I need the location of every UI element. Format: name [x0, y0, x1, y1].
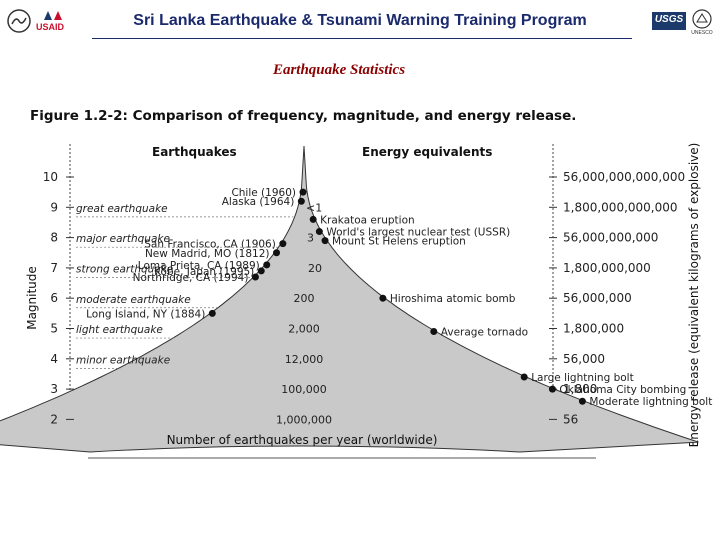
magnitude-tick-label: 6: [50, 291, 58, 305]
earthquake-marker: [299, 188, 307, 196]
earthquake-event-label: Kobe, Japan (1995): [154, 266, 254, 278]
earthquake-marker: [263, 261, 271, 269]
energy-event-label: Moderate lightning bolt: [589, 396, 712, 408]
magnitude-category-label: strong earthquake: [76, 263, 173, 275]
annual-count-label: 100,000: [281, 383, 327, 396]
magnitude-tick-label: 9: [50, 200, 58, 214]
energy-event-marker: [430, 328, 438, 336]
annual-count-label: 3: [307, 232, 314, 245]
earthquake-event-label: San Francisco, CA (1906): [144, 239, 276, 251]
page-title: Sri Lanka Earthquake & Tsunami Warning T…: [133, 12, 587, 29]
earthquake-marker: [208, 309, 216, 317]
energy-event-marker: [309, 215, 317, 223]
tsunami-program-logo: [6, 6, 32, 41]
earthquake-marker: [257, 267, 265, 275]
energy-event-label: Krakatoa eruption: [320, 214, 415, 226]
energy-heading: Energy equivalents: [362, 145, 492, 159]
earthquakes-heading: Earthquakes: [152, 145, 237, 159]
usgs-logo: [652, 12, 686, 30]
figure-title: Figure 1.2-2: Comparison of frequency, m…: [30, 108, 576, 124]
earthquake-event-label: Northridge, CA (1994): [133, 272, 249, 284]
bottom-axis-label: Number of earthquakes per year (worldwid…: [167, 433, 438, 447]
unesco-logo-text: UNESCO: [691, 30, 713, 36]
energy-tick-label: 56,000,000: [563, 291, 632, 305]
magnitude-tick-label: 7: [50, 261, 58, 275]
annual-count-label: 2,000: [288, 323, 320, 336]
annual-count-label: <1: [306, 201, 322, 214]
annual-count-label: 12,000: [285, 353, 324, 366]
header-divider: [92, 38, 632, 39]
energy-tick-label: 56,000: [563, 352, 605, 366]
earthquake-marker: [297, 197, 305, 205]
usaid-logo-text: USAID: [36, 22, 65, 32]
earthquake-marker: [273, 249, 281, 257]
energy-event-marker: [548, 385, 556, 393]
earthquake-event-label: Loma Prieta, CA (1989): [138, 260, 260, 272]
earthquake-event-label: Chile (1960): [231, 187, 296, 199]
energy-event-marker: [379, 294, 387, 302]
magnitude-category-label: moderate earthquake: [76, 294, 191, 306]
earthquake-marker: [251, 273, 259, 281]
section-subtitle: Earthquake Statistics: [272, 62, 406, 78]
annual-count-label: 1,000,000: [276, 413, 332, 426]
energy-event-marker: [315, 228, 323, 236]
magnitude-tick-label: 8: [50, 231, 58, 245]
energy-tick-label: 1,800,000,000: [563, 261, 651, 275]
energy-event-label: Average tornado: [441, 327, 528, 339]
energy-event-label: World's largest nuclear test (USSR): [326, 227, 510, 239]
earthquake-event-label: New Madrid, MO (1812): [145, 248, 270, 260]
energy-event-marker: [321, 237, 329, 245]
magnitude-axis-label: Magnitude: [25, 266, 39, 330]
earthquake-marker: [279, 240, 287, 248]
energy-tick-label: 1,800,000,000,000: [563, 200, 678, 214]
energy-tick-label: 1,800: [563, 382, 597, 396]
energy-tick-label: 56: [563, 412, 578, 426]
energy-tick-label: 56,000,000,000,000: [563, 170, 685, 184]
magnitude-tick-label: 3: [50, 382, 58, 396]
energy-event-label: Large lightning bolt: [531, 372, 634, 384]
annual-count-label: 200: [294, 292, 315, 305]
energy-axis-label: Energy release (equivalent kilograms of …: [687, 143, 701, 448]
energy-event-label: Hiroshima atomic bomb: [390, 293, 516, 305]
magnitude-category-label: major earthquake: [76, 233, 170, 245]
usgs-logo-text: USGS: [654, 14, 684, 25]
magnitude-category-label: minor earthquake: [76, 354, 170, 366]
magnitude-tick-label: 5: [50, 322, 58, 336]
energy-event-label: Mount St Helens eruption: [332, 236, 466, 248]
usaid-logo: [36, 8, 72, 38]
energy-event-marker: [578, 397, 586, 405]
energy-event-label: Oklahoma City bombing: [559, 384, 686, 396]
magnitude-category-label: light earthquake: [76, 324, 163, 336]
annual-count-label: 20: [308, 262, 322, 275]
magnitude-category-label: great earthquake: [76, 203, 168, 215]
energy-tick-label: 1,800,000: [563, 322, 624, 336]
unesco-logo: [690, 8, 714, 36]
earthquake-event-label: Long Island, NY (1884): [86, 308, 205, 320]
energy-event-marker: [520, 373, 528, 381]
energy-tick-label: 56,000,000,000: [563, 231, 658, 245]
magnitude-tick-label: 4: [50, 352, 58, 366]
magnitude-tick-label: 2: [50, 412, 58, 426]
earthquake-event-label: Alaska (1964): [222, 196, 295, 208]
magnitude-tick-label: 10: [43, 170, 58, 184]
